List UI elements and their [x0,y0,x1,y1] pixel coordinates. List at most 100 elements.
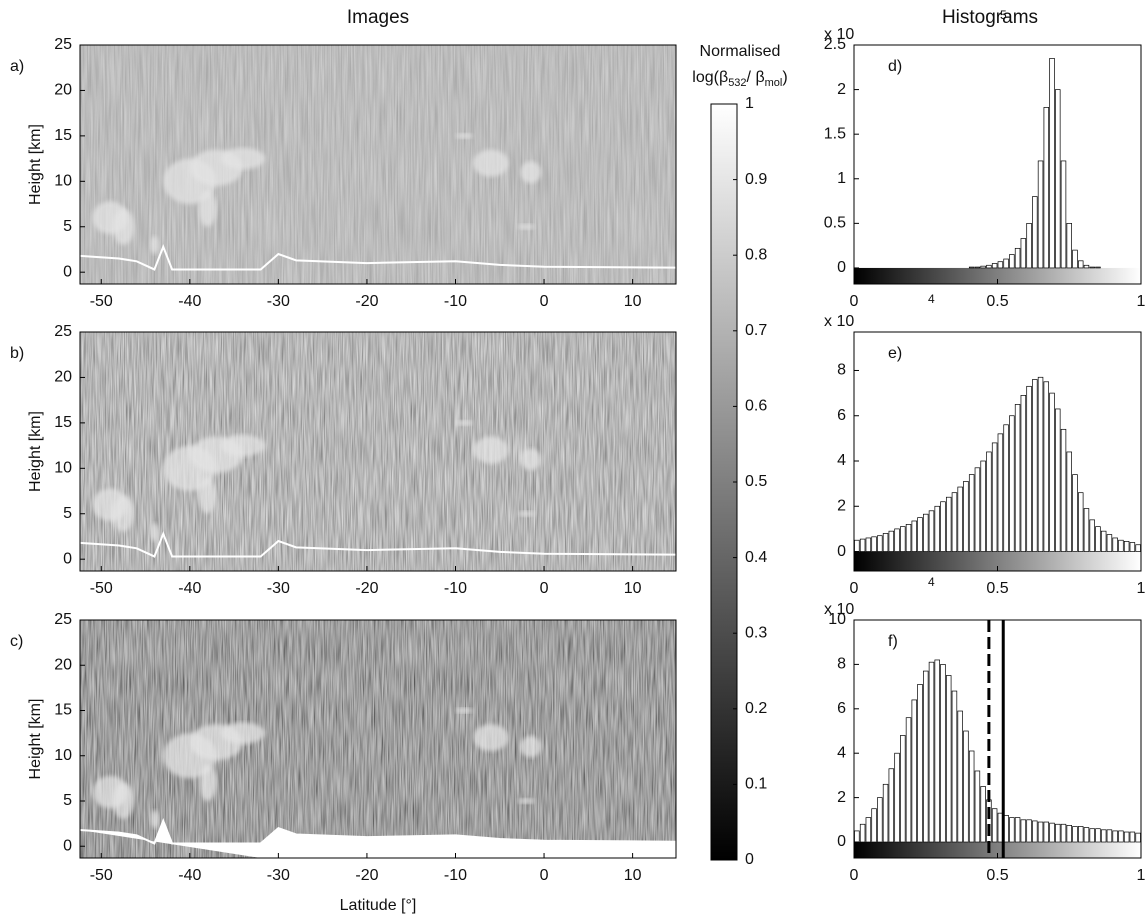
colorbar-tick-label: 0.8 [745,246,767,263]
bar [1009,415,1015,552]
bar [1037,821,1044,843]
y-axis-label: Height [km] [27,411,44,492]
x-tick-label: -30 [267,867,290,884]
bar [1037,160,1044,269]
bar [1032,820,1038,843]
bar [894,752,900,843]
bar [1123,541,1130,552]
bar [1095,526,1101,552]
x-tick-label: -40 [178,293,201,310]
y-tick-label: 0.5 [824,215,846,232]
cloud [520,161,542,184]
x-tick-label: 0 [540,293,549,310]
cloud [520,735,542,758]
cloud [455,133,474,139]
y-tick-label: 1.5 [824,125,846,142]
cloud [455,707,474,714]
bar [1112,537,1118,552]
bar [905,524,912,552]
y-tick-label: 2 [837,497,846,514]
bar [1049,58,1055,269]
bar [882,533,889,552]
bar [1078,260,1084,269]
bar [1009,254,1015,269]
y-tick-label: 25 [54,611,72,628]
bar [1060,428,1067,552]
colorbar-tick-label: 0.4 [745,549,767,566]
bar [1026,223,1032,269]
y-tick-label: 25 [54,36,72,53]
cloud [149,235,159,255]
x-tick-label: -20 [355,580,378,597]
bar [900,735,906,843]
bar [854,539,860,552]
y-tick-label: 0 [63,550,72,567]
bar [1014,817,1021,843]
image-background [80,332,676,571]
y-tick-label: 0 [837,259,846,276]
bar [928,661,935,843]
cloud [112,208,135,245]
bar [991,442,998,552]
bar [1060,823,1067,843]
y-axis-label: Height [km] [27,124,44,205]
x-tick-label: 0 [850,293,859,310]
bar [1095,828,1101,843]
bar [859,538,866,552]
surface [80,530,676,558]
plot-area [80,332,676,571]
bar [905,717,912,843]
panel-label: d) [888,58,902,75]
bar [986,451,992,552]
colorbar-tick-label: 0.5 [745,473,767,490]
bar [871,536,877,552]
scale-exponent: 4 [928,292,935,306]
bar [1135,832,1141,843]
cloud [149,522,159,542]
bar [882,783,889,843]
axes-frame [79,331,677,572]
bar [945,496,952,552]
bar [980,786,986,843]
bar [928,510,935,552]
x-tick-label: -30 [267,293,290,310]
x-tick-label: 1 [1137,580,1146,597]
axes-frame [79,619,677,859]
y-tick-label: 25 [54,323,72,340]
x-tick-label: 1 [1137,293,1146,310]
bar [1118,539,1124,552]
colorbar-tick-label: 0 [745,851,754,868]
bar [968,750,975,843]
bar [974,770,981,843]
x-tick-label: -10 [444,867,467,884]
bar [1055,89,1061,269]
bar [1032,379,1038,552]
x-tick-label: 0 [850,867,859,884]
bar [945,675,952,843]
cloud [473,149,509,177]
y-tick-label: 6 [837,407,846,424]
y-tick-label: 10 [54,460,72,477]
bar [894,528,900,552]
histogram-gradient [854,551,1141,571]
bar [1009,817,1015,843]
scale-exponent: 4 [928,575,935,589]
bar [1072,249,1078,269]
x-tick-label: -20 [355,293,378,310]
bar [1129,831,1136,843]
x-tick-label: 10 [624,867,642,884]
bar [911,699,917,843]
y-tick-label: 0 [63,263,72,280]
bar [1020,819,1027,843]
label-part: / β [747,69,765,86]
colorbar-tick-label: 0.1 [745,776,767,793]
bar [934,505,940,552]
scale-label: x 10 [824,601,854,618]
bar [940,664,946,843]
bar [1026,385,1032,552]
bar [1100,530,1107,552]
bar [1049,822,1055,843]
label-part: ) [782,69,787,86]
scale-exponent: 5 [1000,8,1007,22]
bar [1066,451,1072,552]
